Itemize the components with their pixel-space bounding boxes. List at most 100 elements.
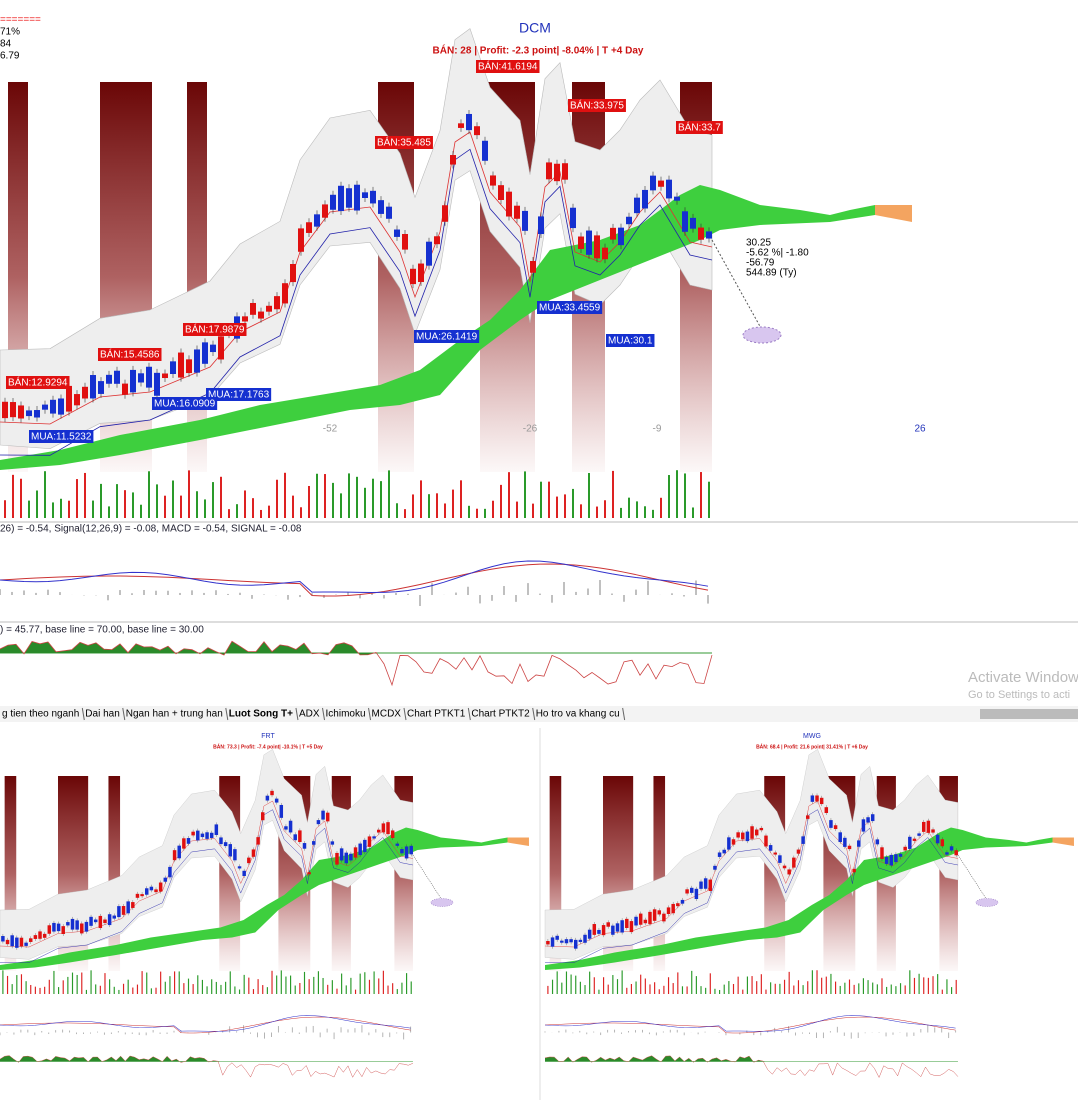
volume-bar (183, 983, 185, 994)
candle (353, 847, 358, 858)
candle (293, 834, 297, 841)
volume-bar (228, 509, 230, 518)
volume-bar (774, 983, 776, 994)
candle (191, 831, 195, 836)
volume-bar (876, 984, 878, 994)
tab[interactable]: Ho tro va khang cu (536, 709, 620, 720)
volume-bar (593, 977, 595, 994)
mwg-chart (544, 749, 1074, 1079)
volume-bar (500, 484, 502, 518)
candle (898, 853, 903, 857)
candle (671, 903, 675, 914)
volume-bar (4, 500, 6, 518)
tab[interactable]: Chart PTKT2 (471, 709, 530, 720)
volume-bar (428, 494, 430, 518)
candle (61, 926, 65, 934)
volume-bar (677, 972, 679, 994)
signal-box (152, 397, 218, 410)
volume-bar (932, 976, 934, 994)
volume-bar (212, 482, 214, 518)
candle (889, 854, 893, 866)
candle (538, 216, 544, 235)
tab[interactable]: Dai han (85, 709, 119, 720)
candle (10, 402, 16, 418)
tab[interactable]: ADX (299, 709, 320, 720)
candle (442, 205, 448, 222)
candle (34, 410, 40, 418)
volume-bar (387, 985, 389, 994)
signal-line (0, 1015, 411, 1032)
volume-bar (612, 975, 614, 994)
candle (344, 852, 348, 864)
volume-bar (141, 971, 143, 994)
tab[interactable]: Ngan han + trung han (126, 709, 223, 720)
volume-bar (2, 970, 4, 994)
volume-bar (238, 989, 241, 994)
candle (884, 856, 889, 864)
tab[interactable]: MCDX (372, 709, 402, 720)
volume-bar (322, 977, 324, 994)
candle (759, 827, 764, 831)
candle (578, 939, 583, 942)
candle (787, 869, 791, 875)
candle (680, 899, 685, 904)
volume-bar (84, 472, 86, 518)
tab[interactable]: g tien theo nganh (2, 709, 79, 720)
candle (172, 850, 177, 861)
candle (135, 893, 140, 898)
candle (349, 853, 353, 861)
candle (196, 830, 200, 841)
candle (330, 194, 336, 210)
volume-bar (60, 498, 62, 518)
ichimoku-cloud (875, 205, 912, 222)
rsi-line (0, 640, 713, 687)
candle (935, 834, 940, 844)
volume-bar (25, 981, 27, 994)
candle (274, 296, 280, 310)
candle (815, 795, 819, 802)
candle (15, 937, 19, 948)
tab-separator (403, 707, 407, 721)
volume-bar (946, 979, 948, 994)
volume-bar (872, 982, 874, 994)
panel-title: MWG (803, 733, 821, 740)
corner-text: 6.79 (0, 51, 20, 62)
volume-bar (16, 975, 18, 994)
tab[interactable]: Luot Song T+ (229, 709, 293, 720)
candle (89, 916, 93, 926)
candle (625, 918, 629, 928)
volume-bar (95, 984, 97, 994)
axis-label: 26 (914, 424, 926, 435)
main-chart (0, 28, 912, 687)
volume-bar (201, 979, 203, 994)
candle (555, 935, 559, 940)
volume-bar (444, 503, 446, 518)
candle (852, 868, 856, 873)
candle (265, 795, 270, 801)
volume-bar (53, 970, 55, 994)
volume-bar (12, 474, 14, 518)
volume-bar (723, 984, 725, 994)
volume-bar (588, 473, 590, 518)
tab[interactable]: Ichimoku (326, 709, 366, 720)
candle (338, 185, 344, 212)
volume-bar (561, 982, 563, 994)
macd-line (0, 1016, 411, 1034)
volume-bar (276, 975, 278, 994)
candle (903, 846, 907, 851)
volume-bar (788, 971, 790, 994)
volume-bar (316, 473, 318, 518)
volume-bar (108, 506, 110, 518)
candle (650, 175, 656, 191)
volume-bar (99, 985, 101, 994)
volume-bar (266, 987, 268, 994)
volume-bar (524, 471, 526, 518)
candle (394, 229, 400, 237)
volume-bar (603, 977, 605, 994)
tab[interactable]: Chart PTKT1 (407, 709, 466, 720)
projection (711, 239, 763, 331)
volume-bar (604, 500, 606, 518)
candle (330, 841, 335, 845)
candle (560, 940, 564, 943)
tab-separator (225, 707, 229, 721)
